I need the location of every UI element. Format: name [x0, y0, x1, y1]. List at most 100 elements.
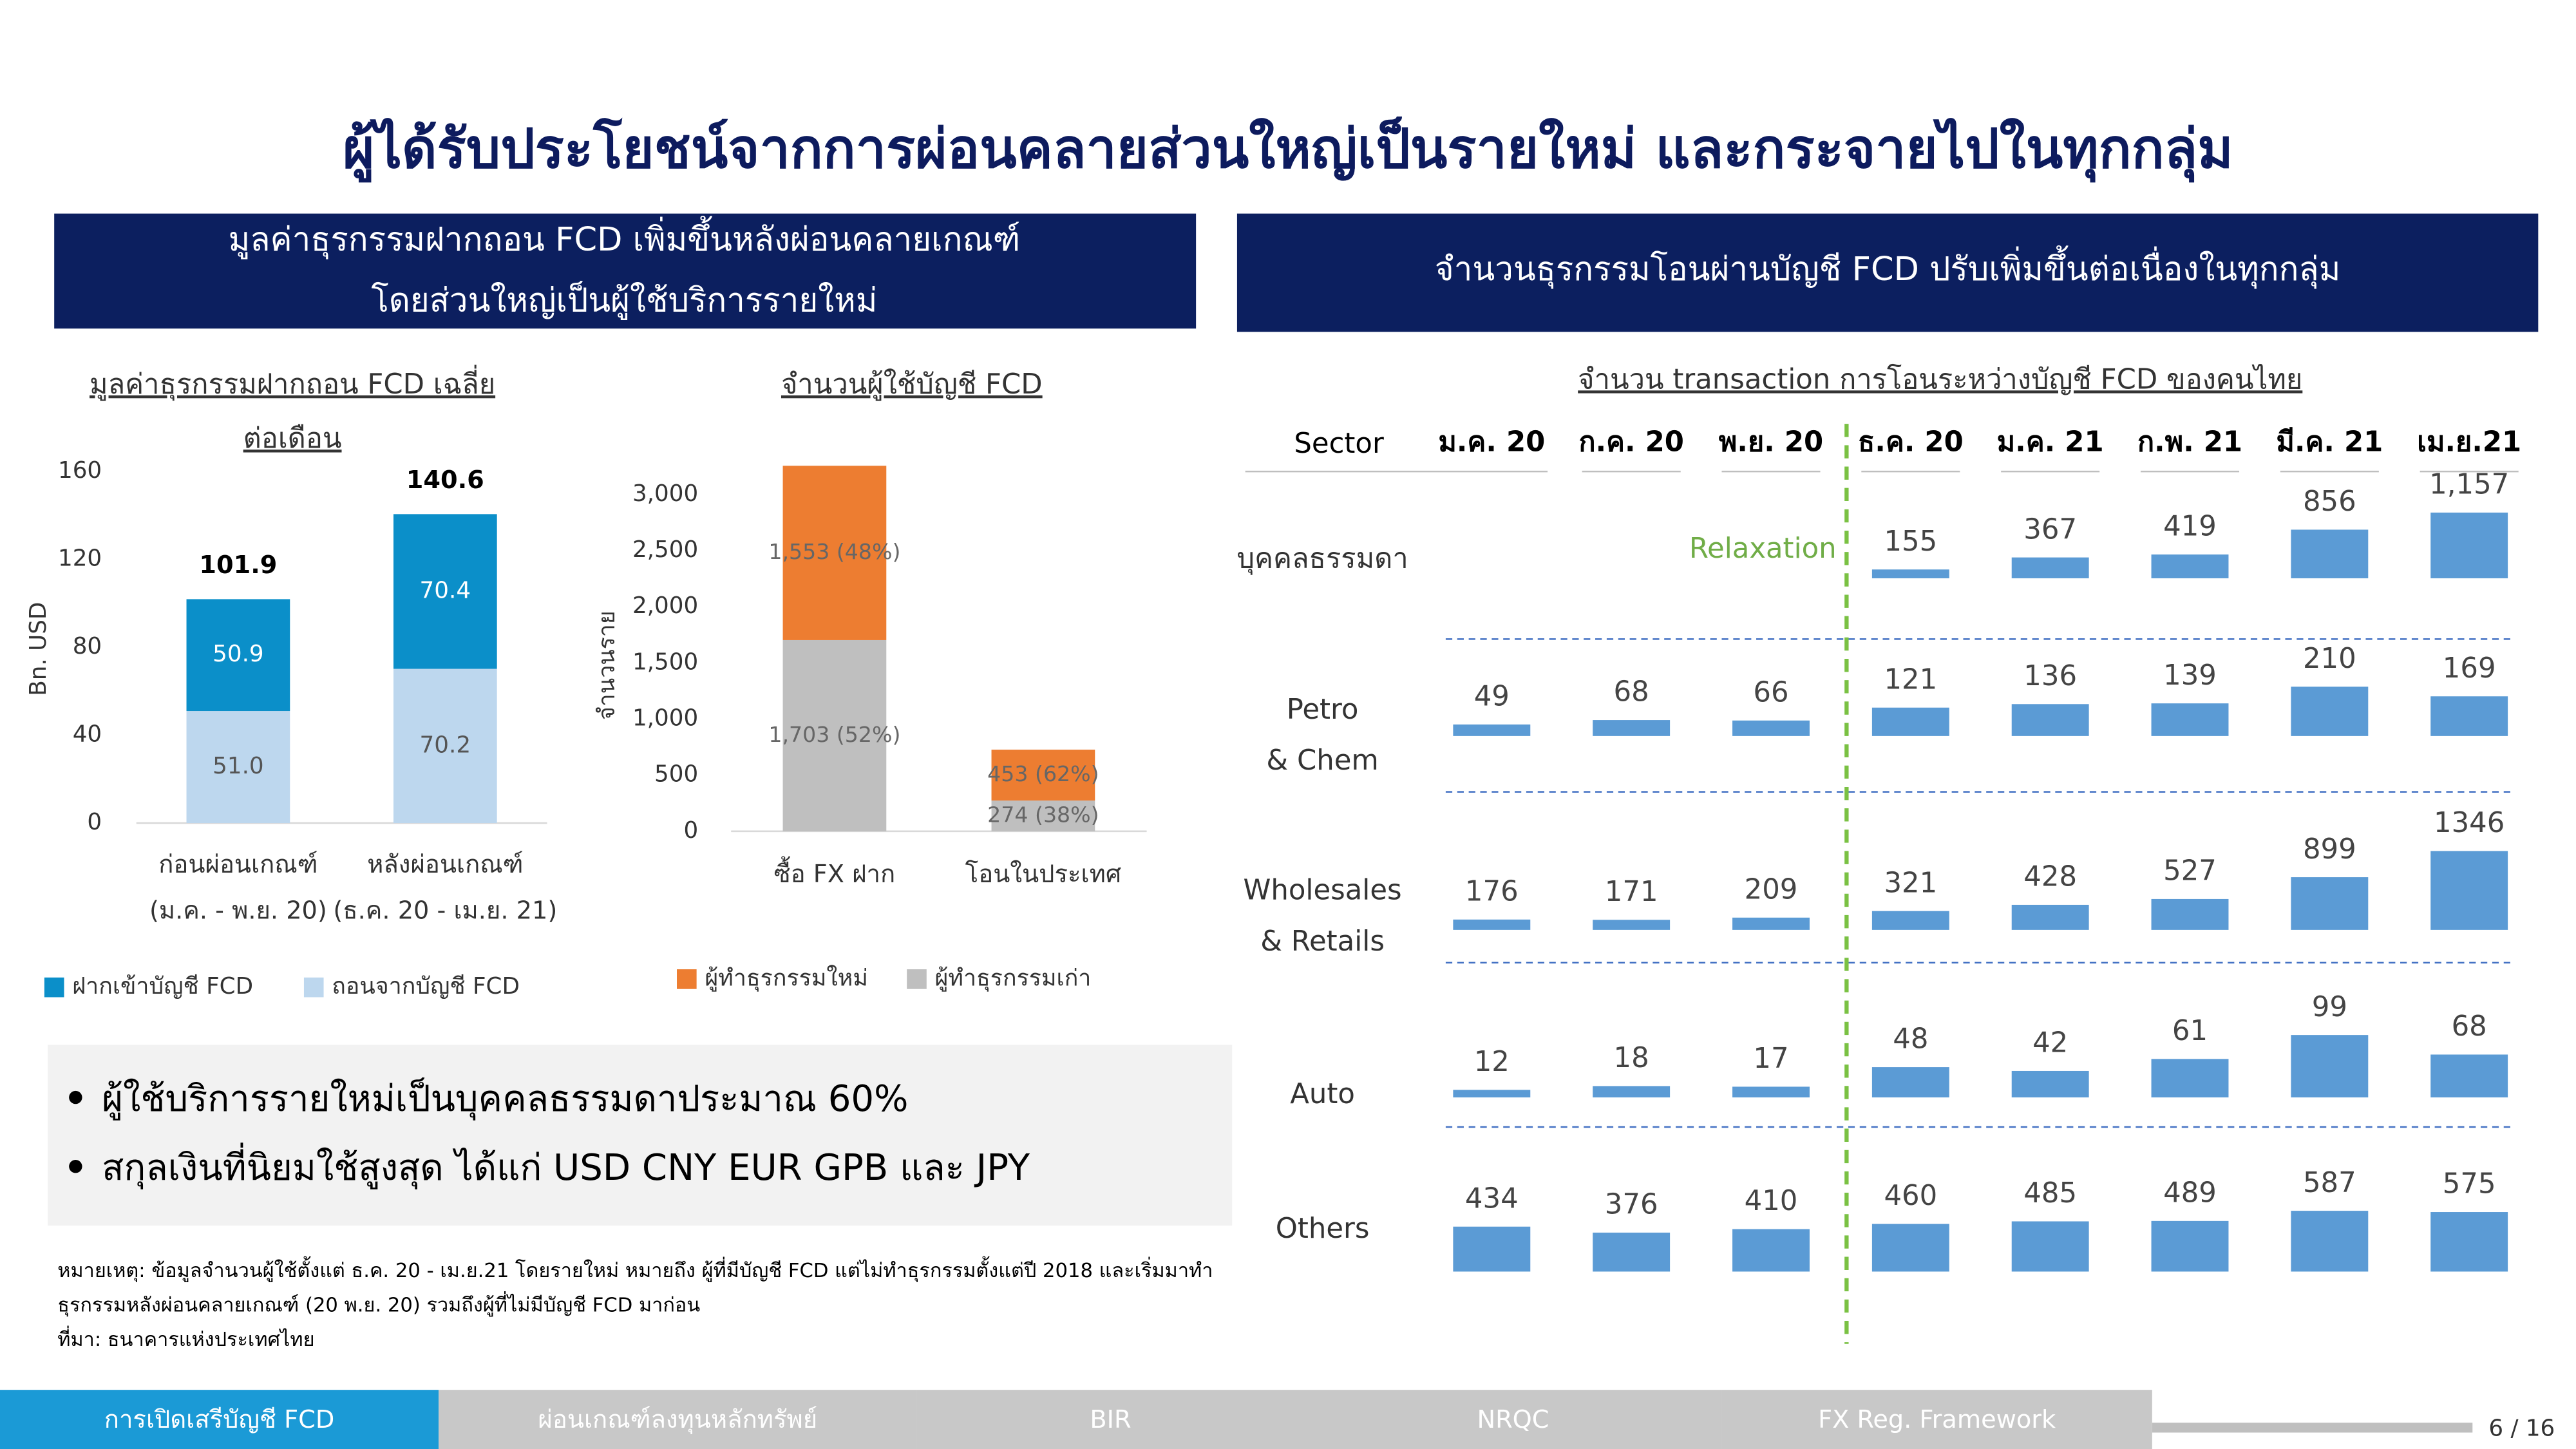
data-label: 587 — [2303, 1167, 2356, 1199]
legend-label: ผู้ทำธุรกรรมเก่า — [935, 965, 1092, 991]
legend-label: ฝากเข้าบัญชี FCD — [72, 973, 253, 999]
row-label: Wholesales — [1244, 875, 1402, 907]
column-header: เม.ย.21 — [2417, 426, 2521, 458]
data-label: 460 — [1884, 1180, 1937, 1212]
bar — [2430, 1212, 2508, 1272]
nav-tab[interactable] — [0, 1390, 439, 1449]
data-label: 51.0 — [213, 753, 264, 779]
bar — [2430, 1054, 2508, 1098]
data-label: 176 — [1465, 876, 1519, 908]
column-header: พ.ย. 20 — [1719, 426, 1823, 458]
right-header-box — [1236, 213, 2539, 332]
bar — [1871, 1224, 1949, 1272]
data-label: 139 — [2163, 659, 2217, 692]
chart-title: มูลค่าธุรกรรมฝากถอน FCD เฉลี่ย — [90, 365, 495, 401]
data-label: 453 (62%) — [987, 761, 1099, 786]
y-tick-label: 500 — [654, 761, 698, 788]
left-header-box — [54, 213, 1197, 329]
nav-tab[interactable] — [1721, 1390, 2152, 1449]
bar — [2011, 1221, 2089, 1272]
bar — [1593, 1233, 1671, 1272]
data-label: 1,553 (48%) — [768, 539, 900, 564]
left-header-line: โดยส่วนใหญ่เป็นผู้ใช้บริการรายใหม่ — [371, 281, 877, 320]
column-header: มี.ค. 21 — [2276, 426, 2383, 458]
nav-tab-label[interactable]: การเปิดเสรีบัญชี FCD — [104, 1405, 335, 1434]
data-label: 321 — [1884, 867, 1937, 899]
data-label: 274 (38%) — [987, 802, 1099, 827]
y-axis-label: จำนวนราย — [594, 611, 620, 720]
data-label: 68 — [1614, 676, 1649, 708]
y-tick-label: 2,500 — [632, 536, 698, 563]
nav-tab-label[interactable]: FX Reg. Framework — [1818, 1405, 2056, 1434]
data-label: 1,703 (52%) — [768, 722, 900, 747]
row-label: Others — [1276, 1213, 1370, 1245]
total-label: 101.9 — [199, 551, 277, 580]
bar — [2430, 851, 2508, 930]
footnote: ธุรกรรมหลังผ่อนคลายเกณฑ์ (20 พ.ย. 20) รว… — [57, 1291, 700, 1318]
bar — [1593, 1086, 1671, 1098]
bar — [1732, 1229, 1810, 1272]
bar — [1871, 911, 1949, 930]
bar — [1732, 720, 1810, 736]
x-tick-label: หลังผ่อนเกณฑ์ — [367, 850, 523, 879]
data-label: 489 — [2163, 1177, 2217, 1209]
data-label: 1346 — [2434, 807, 2505, 839]
y-tick-label: 0 — [87, 809, 102, 835]
bar-segment — [393, 514, 497, 669]
data-label: 575 — [2443, 1168, 2496, 1200]
bar-segment — [991, 800, 1095, 831]
data-label: 12 — [1474, 1046, 1510, 1078]
row-header: Sector — [1294, 428, 1384, 460]
data-label: 169 — [2443, 652, 2496, 685]
bar — [1453, 1090, 1531, 1098]
bar — [2151, 1059, 2229, 1098]
bar — [2151, 1220, 2229, 1272]
data-label: 367 — [2023, 513, 2077, 545]
bar — [1453, 724, 1531, 736]
data-label: 171 — [1605, 876, 1658, 908]
nav-tab-label[interactable]: BIR — [1090, 1405, 1131, 1434]
bar — [1453, 1226, 1531, 1272]
data-label: 428 — [2023, 861, 2077, 893]
bar — [2291, 687, 2369, 736]
bar-segment — [186, 711, 290, 824]
nav-tab[interactable] — [916, 1390, 1305, 1449]
legend-label: ถอนจากบัญชี FCD — [332, 973, 520, 999]
bar — [2430, 512, 2508, 578]
bar — [1732, 1086, 1810, 1098]
x-tick-label: (ธ.ค. 20 - เม.ย. 21) — [333, 896, 557, 925]
nav-tab[interactable] — [1304, 1390, 1722, 1449]
x-tick-label: (ม.ค. - พ.ย. 20) — [149, 896, 327, 925]
data-label: 61 — [2172, 1015, 2208, 1047]
column-header: ม.ค. 21 — [1997, 426, 2104, 458]
nav-tab[interactable] — [439, 1390, 917, 1449]
total-label: 140.6 — [406, 466, 484, 495]
bar — [1593, 720, 1671, 736]
row-label: & Retails — [1260, 925, 1385, 958]
data-label: 121 — [1884, 663, 1937, 696]
data-label: 68 — [2452, 1010, 2487, 1043]
bullet-text: ผู้ใช้บริการรายใหม่เป็นบุคคลธรรมดาประมาณ… — [102, 1077, 908, 1121]
bar — [1732, 917, 1810, 930]
nav-tab-label[interactable]: NRQC — [1477, 1405, 1549, 1434]
data-label: 376 — [1605, 1189, 1658, 1221]
data-label: 70.2 — [420, 732, 471, 758]
bar — [1871, 707, 1949, 736]
chart-title: จำนวนผู้ใช้บัญชี FCD — [781, 368, 1043, 401]
data-label: 210 — [2303, 643, 2356, 675]
x-tick-label: ซื้อ FX ฝาก — [774, 856, 896, 889]
chart-title: จำนวน transaction การโอนระหว่างบัญชี FCD… — [1578, 363, 2302, 395]
nav-tab-label[interactable]: ผ่อนเกณฑ์ลงทุนหลักทรัพย์ — [538, 1405, 817, 1434]
bar-segment — [991, 750, 1095, 801]
bar — [2011, 704, 2089, 736]
bar — [1871, 569, 1949, 578]
y-tick-label: 1,000 — [632, 705, 698, 731]
column-header: ก.ค. 20 — [1578, 426, 1684, 458]
bar — [1593, 920, 1671, 930]
footnote: หมายเหตุ: ข้อมูลจำนวนผู้ใช้ตั้งแต่ ธ.ค. … — [57, 1256, 1213, 1283]
y-tick-label: 1,500 — [632, 649, 698, 675]
slide-title: ผู้ได้รับประโยชน์จากการผ่อนคลายส่วนใหญ่เ… — [343, 115, 2233, 183]
legend-swatch — [44, 977, 64, 998]
page-number: 6 / 16 — [2488, 1415, 2555, 1441]
column-header: ก.พ. 21 — [2137, 426, 2242, 458]
